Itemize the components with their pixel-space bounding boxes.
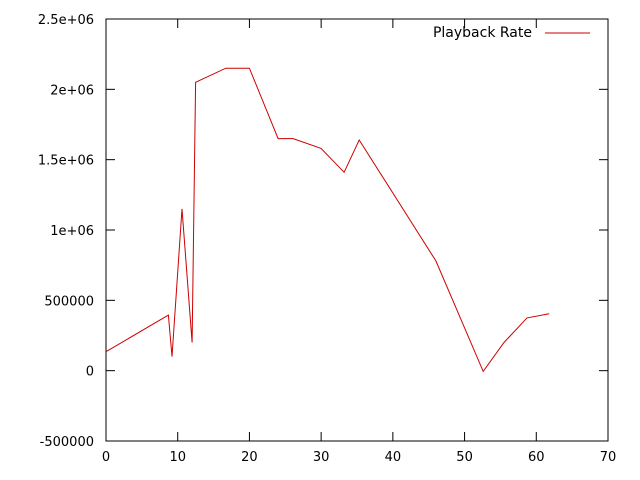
tick-marks (105, 18, 609, 442)
plot-frame (105, 18, 609, 442)
series-line-playback-rate (105, 67, 550, 373)
x-tick-label: 10 (169, 450, 186, 465)
y-tick-label: 2e+06 (50, 83, 94, 98)
y-tick-label: -500000 (40, 435, 94, 450)
x-tick-label: 60 (528, 450, 545, 465)
y-tick-label: 1e+06 (50, 224, 94, 239)
x-tick-label: 40 (385, 450, 402, 465)
x-tick-label: 70 (600, 450, 617, 465)
x-tick-label: 0 (102, 450, 110, 465)
legend: Playback Rate (433, 25, 590, 41)
x-tick-label: 50 (456, 450, 473, 465)
series-layer (105, 67, 550, 373)
legend-label-playback-rate: Playback Rate (433, 25, 532, 41)
y-tick-label: 500000 (44, 294, 94, 309)
y-tick-label: 2.5e+06 (38, 13, 94, 28)
tick-labels: 0 10 20 30 40 50 60 70 -500000 0 500000 1e+06 1.5e+0… (38, 13, 616, 465)
x-tick-label: 30 (313, 450, 330, 465)
y-tick-label: 1.5e+06 (38, 154, 94, 169)
y-tick-label: 0 (86, 365, 94, 380)
x-tick-label: 20 (241, 450, 258, 465)
